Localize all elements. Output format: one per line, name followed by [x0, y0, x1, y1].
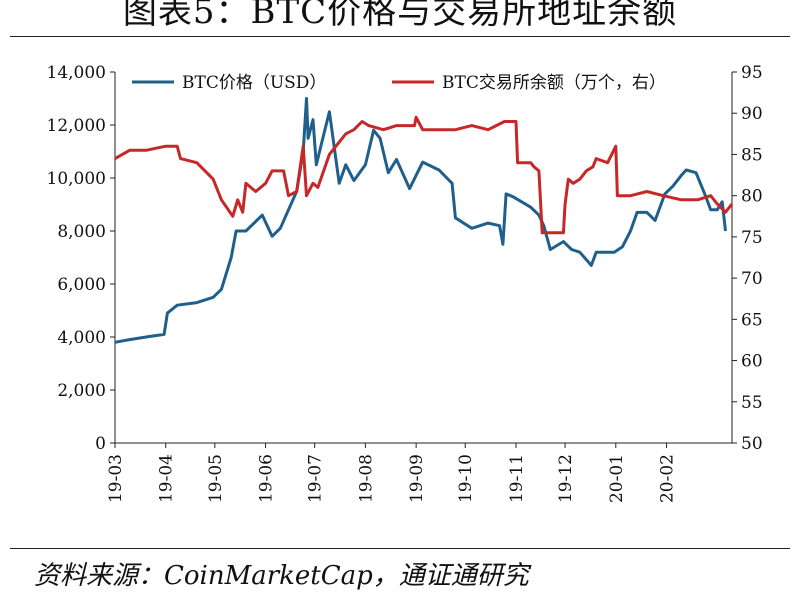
source-note: 资料来源：CoinMarketCap，通证通研究 — [34, 561, 529, 591]
y-right-tick-label: 55 — [741, 393, 763, 413]
x-tick-label: 19-11 — [507, 454, 527, 503]
x-tick-label: 19-06 — [257, 454, 277, 503]
y-right-tick-label: 80 — [741, 187, 763, 207]
y-right-tick-label: 60 — [741, 352, 763, 372]
x-tick-label: 19-03 — [106, 454, 126, 503]
chart-legend: BTC价格（USD） BTC交易所余额（万个，右） — [132, 73, 666, 93]
y-left-tick-label: 2,000 — [57, 381, 106, 401]
y-left-tick-label: 10,000 — [47, 169, 106, 189]
x-tick-label: 19-08 — [356, 454, 376, 503]
y-right-tick-label: 70 — [741, 269, 763, 289]
x-tick-label: 19-05 — [206, 454, 226, 503]
chart-series — [114, 97, 734, 344]
y-left-tick-label: 0 — [95, 434, 106, 454]
x-tick-label: 19-07 — [306, 454, 326, 503]
y-left-tick-label: 8,000 — [57, 222, 106, 242]
series-line-exchange-balance — [114, 115, 734, 235]
y-right-tick-label: 75 — [741, 228, 763, 248]
bottom-rule — [10, 548, 790, 549]
y-left-tick-label: 4,000 — [57, 328, 106, 348]
x-tick-label: 19-10 — [456, 454, 476, 503]
top-rule — [10, 36, 790, 37]
y-right-tick-label: 95 — [741, 63, 763, 83]
y-left-tick-label: 6,000 — [57, 275, 106, 295]
chart-title: 图表5：BTC价格与交易所地址余额 — [122, 0, 678, 32]
x-tick-label: 19-09 — [407, 454, 427, 503]
x-tick-label: 19-04 — [157, 454, 177, 503]
y-right-tick-label: 85 — [741, 145, 763, 165]
x-tick-label: 20-02 — [658, 454, 678, 503]
x-tick-label: 20-01 — [607, 454, 627, 503]
x-tick-label: 19-12 — [556, 454, 576, 503]
y-left-tick-label: 14,000 — [47, 63, 106, 83]
y-right-tick-label: 90 — [741, 104, 763, 124]
legend-label: BTC交易所余额（万个，右） — [442, 73, 666, 93]
series-line-btc-price — [114, 97, 727, 344]
chart-axes: 0 2,000 4,000 6,000 8,000 10,000 12,000 14,000 5… — [47, 63, 763, 503]
y-right-tick-label: 65 — [741, 310, 763, 330]
btc-chart: 0 2,000 4,000 6,000 8,000 10,000 12,000 14,000 5… — [47, 63, 763, 503]
legend-label: BTC价格（USD） — [182, 73, 326, 93]
y-right-tick-label: 50 — [741, 434, 763, 454]
y-left-tick-label: 12,000 — [47, 116, 106, 136]
